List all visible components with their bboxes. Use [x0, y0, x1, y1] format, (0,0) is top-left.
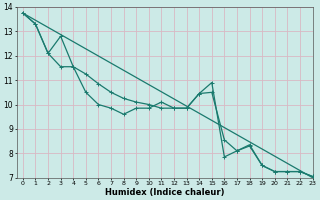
X-axis label: Humidex (Indice chaleur): Humidex (Indice chaleur): [105, 188, 224, 197]
